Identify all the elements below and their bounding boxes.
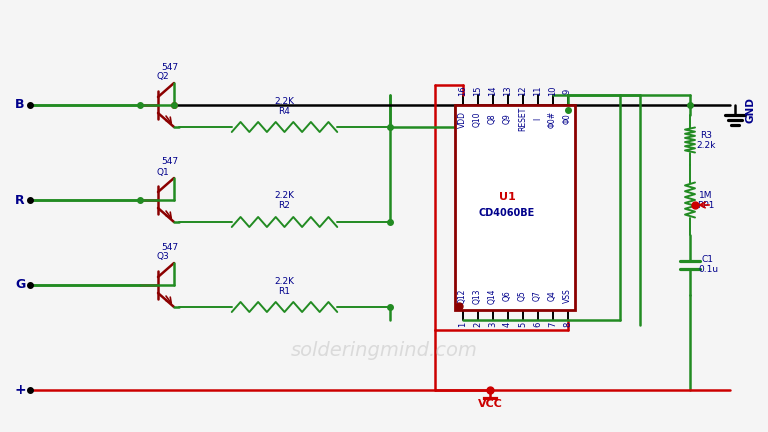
- Text: Q7: Q7: [533, 291, 542, 302]
- Text: Q5: Q5: [518, 291, 527, 302]
- Text: Q12: Q12: [458, 288, 467, 304]
- Text: 7: 7: [548, 321, 557, 327]
- Text: G: G: [15, 279, 25, 292]
- Text: 9: 9: [563, 89, 572, 94]
- Text: 2.2k: 2.2k: [697, 140, 716, 149]
- Text: Q8: Q8: [488, 114, 497, 124]
- Text: 14: 14: [488, 86, 497, 96]
- Text: RP1: RP1: [697, 200, 715, 210]
- Text: 6: 6: [533, 321, 542, 327]
- Text: 3: 3: [488, 321, 497, 327]
- Text: 5: 5: [518, 321, 527, 327]
- Text: Φ0#: Φ0#: [548, 111, 557, 127]
- Text: Q3: Q3: [157, 252, 170, 261]
- Text: Q4: Q4: [548, 291, 557, 302]
- Text: 2.2K: 2.2K: [274, 276, 294, 286]
- Text: 1: 1: [458, 321, 467, 327]
- Text: B: B: [15, 98, 25, 111]
- Text: 2: 2: [473, 321, 482, 327]
- Text: Q1: Q1: [157, 168, 170, 177]
- Text: 11: 11: [533, 86, 542, 96]
- Text: CD4060BE: CD4060BE: [479, 207, 535, 217]
- Text: 547: 547: [161, 242, 179, 251]
- Text: +: +: [14, 383, 26, 397]
- Text: R3: R3: [700, 130, 712, 140]
- Text: 2.2K: 2.2K: [274, 191, 294, 200]
- Text: 4: 4: [503, 321, 512, 327]
- Text: RESET: RESET: [518, 107, 527, 131]
- Text: 13: 13: [503, 86, 512, 96]
- Text: 16: 16: [458, 86, 467, 96]
- Text: 0.1u: 0.1u: [698, 266, 718, 274]
- Text: C1: C1: [702, 255, 714, 264]
- Text: VDD: VDD: [458, 111, 467, 127]
- Text: R: R: [15, 194, 25, 206]
- Text: Q2: Q2: [157, 73, 169, 82]
- Text: 547: 547: [161, 63, 179, 72]
- Text: solderingmind.com: solderingmind.com: [290, 340, 478, 359]
- Text: Q6: Q6: [503, 291, 512, 302]
- Text: Q9: Q9: [503, 114, 512, 124]
- Text: R4: R4: [279, 107, 290, 115]
- Text: 10: 10: [548, 86, 557, 96]
- Text: VSS: VSS: [563, 289, 572, 303]
- Text: Q13: Q13: [473, 288, 482, 304]
- Text: 2.2K: 2.2K: [274, 96, 294, 105]
- Text: Q14: Q14: [488, 288, 497, 304]
- Text: 547: 547: [161, 158, 179, 166]
- Text: Φ0: Φ0: [563, 114, 572, 124]
- Text: Q10: Q10: [473, 111, 482, 127]
- Text: U1: U1: [498, 193, 515, 203]
- Bar: [455, 105, 575, 310]
- Text: 12: 12: [518, 86, 527, 96]
- Text: I: I: [533, 118, 542, 120]
- Text: VCC: VCC: [478, 399, 502, 409]
- Text: R1: R1: [279, 286, 290, 295]
- Text: GND: GND: [745, 97, 755, 123]
- Text: 15: 15: [473, 86, 482, 96]
- Text: 1M: 1M: [699, 191, 713, 200]
- Text: 8: 8: [563, 321, 572, 327]
- Text: R2: R2: [279, 201, 290, 210]
